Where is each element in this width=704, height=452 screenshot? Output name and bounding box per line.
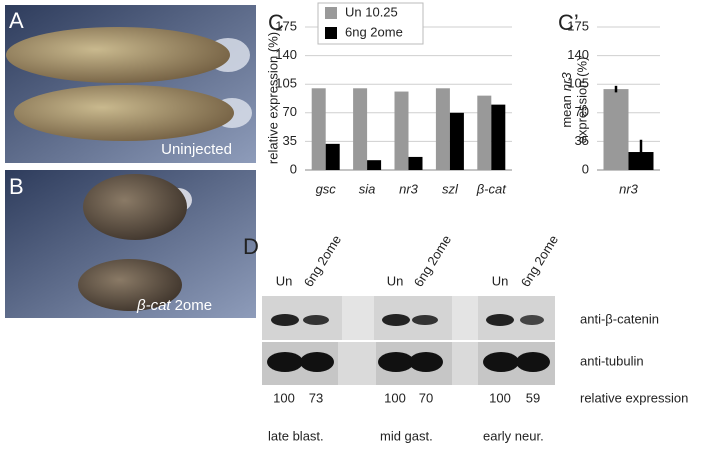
stage-label: late blast. (268, 428, 324, 443)
photo-caption: β-cat 2ome (136, 297, 212, 314)
y-tick-label: 140 (567, 47, 589, 62)
x-tick-label: nr3 (619, 181, 639, 196)
bar (603, 89, 629, 170)
expression-value: 73 (309, 390, 323, 405)
stage-label: mid gast. (380, 428, 433, 443)
bar (477, 95, 492, 170)
x-tick-label: sia (359, 181, 376, 196)
lane-label: 6ng 2ome (411, 232, 454, 289)
x-tick-label: nr3 (399, 181, 419, 196)
panel-label: A (9, 8, 24, 33)
bar (367, 160, 382, 170)
y-tick-label: 0 (290, 161, 297, 176)
y-tick-label: 0 (582, 161, 589, 176)
y-tick-label: 105 (275, 76, 297, 91)
bar (325, 143, 340, 170)
x-tick-label: gsc (316, 181, 337, 196)
bar (449, 112, 464, 170)
expression-value: 100 (384, 390, 406, 405)
bar (311, 88, 326, 170)
photo-caption: Uninjected (161, 141, 232, 158)
legend-swatch (325, 7, 337, 19)
bar (408, 156, 423, 170)
y-axis-label: relative expression (%) (265, 32, 280, 164)
y-tick-label: 70 (575, 104, 589, 119)
y-axis-label: mean nr3 (559, 72, 574, 128)
lane-label: Un (492, 273, 509, 288)
y-tick-label: 105 (567, 76, 589, 91)
lane-label: 6ng 2ome (518, 232, 561, 289)
row-label: anti-β-catenin (580, 311, 659, 326)
bar (353, 88, 368, 170)
panel-label: D (243, 234, 259, 259)
bar (435, 88, 450, 170)
y-tick-label: 35 (283, 133, 297, 148)
caption-part: 2ome (175, 297, 213, 314)
y-tick-label: 140 (275, 47, 297, 62)
expression-value: 70 (419, 390, 433, 405)
bar (491, 104, 506, 170)
panel-label: B (9, 174, 24, 199)
panel-label: C (268, 10, 284, 35)
lane-label: 6ng 2ome (301, 232, 344, 289)
y-tick-label: 70 (283, 104, 297, 119)
y-axis-label: expression (%) (574, 57, 589, 144)
y-tick-label: 175 (275, 18, 297, 33)
photo-a (5, 5, 256, 163)
caption-part: β-cat (136, 297, 171, 314)
expression-value: 59 (526, 390, 540, 405)
y-tick-label: 35 (575, 133, 589, 148)
label-part: nr3 (559, 72, 574, 92)
panel-label: C’ (558, 10, 579, 35)
western-blot (262, 296, 555, 385)
stage-label: early neur. (483, 428, 544, 443)
label-part: mean (559, 95, 574, 128)
lane-label: Un (276, 273, 293, 288)
expression-value: 100 (273, 390, 295, 405)
y-tick-label: 175 (567, 18, 589, 33)
legend-label: 6ng 2ome (345, 24, 403, 39)
x-tick-label: β-cat (476, 181, 507, 196)
photo-b (5, 170, 256, 318)
lane-label: Un (387, 273, 404, 288)
legend-swatch (325, 27, 337, 39)
expression-value: 100 (489, 390, 511, 405)
row-label: relative expression (580, 390, 688, 405)
legend-label: Un 10.25 (345, 4, 398, 19)
bar (394, 91, 409, 170)
row-label: anti-tubulin (580, 353, 644, 368)
x-tick-label: szl (442, 181, 459, 196)
